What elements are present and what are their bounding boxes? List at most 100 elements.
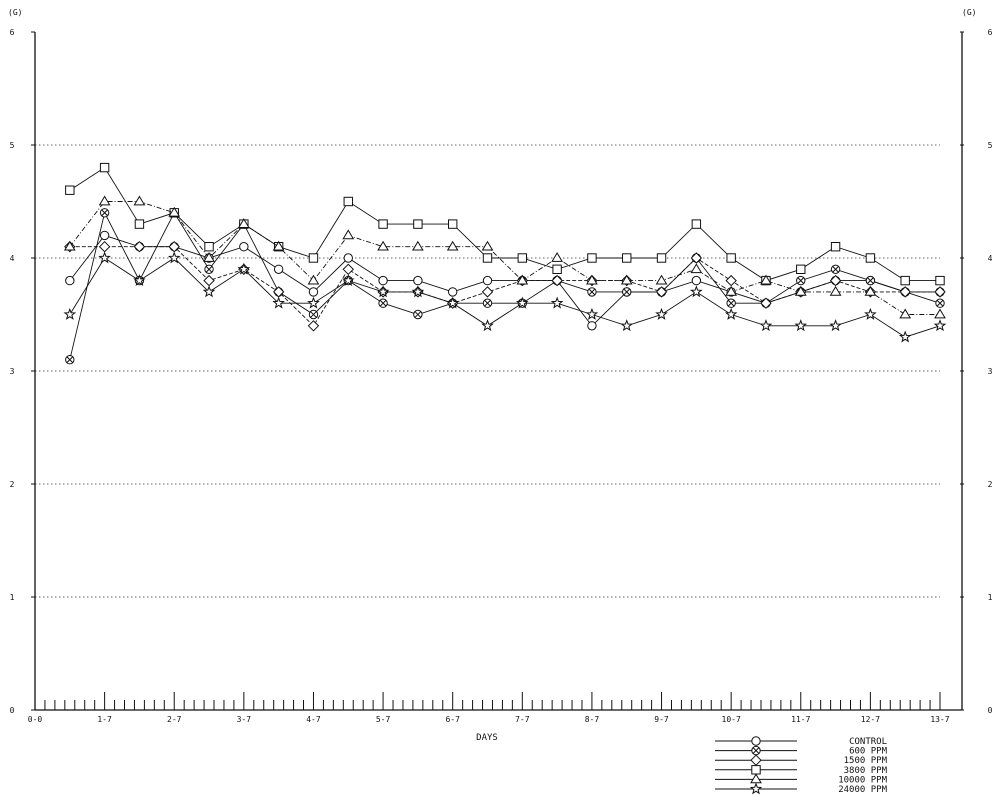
legend-entry: CONTROL xyxy=(715,736,887,747)
series-line xyxy=(69,257,941,338)
data-point xyxy=(133,240,146,253)
data-point xyxy=(726,253,736,263)
data-point xyxy=(724,307,738,320)
legend-marker xyxy=(751,745,761,756)
data-point xyxy=(63,307,77,320)
x-tick-label-10: 10-7 xyxy=(722,715,741,724)
data-point xyxy=(237,262,251,275)
data-point xyxy=(273,264,284,274)
data-point xyxy=(864,285,877,296)
data-point xyxy=(413,275,423,286)
data-point xyxy=(725,285,738,296)
data-point xyxy=(98,195,111,206)
data-point xyxy=(622,287,632,297)
y-tick-label-left: 5 xyxy=(10,141,15,150)
data-point xyxy=(794,285,807,296)
legend-entry: 600 PPM xyxy=(715,745,888,757)
data-point xyxy=(655,307,668,320)
data-point xyxy=(587,321,597,331)
y-tick-label-right: 5 xyxy=(988,141,993,150)
series-10000-ppm xyxy=(63,195,946,319)
y-tick-label-left: 4 xyxy=(10,254,15,263)
data-point xyxy=(272,240,285,251)
data-point xyxy=(481,319,494,332)
data-point xyxy=(933,319,947,332)
data-point xyxy=(899,308,912,319)
data-point xyxy=(341,273,355,286)
data-point xyxy=(759,319,773,332)
data-point xyxy=(690,263,703,274)
legend-marker xyxy=(751,765,761,775)
data-point xyxy=(585,307,599,320)
x-tick-label-5: 5-7 xyxy=(376,715,391,724)
left-unit-label: (G) xyxy=(8,8,22,17)
data-point xyxy=(796,264,806,275)
data-point xyxy=(620,274,633,285)
series-line xyxy=(69,166,940,282)
data-point xyxy=(760,297,772,309)
data-point xyxy=(412,240,424,251)
data-point xyxy=(865,253,876,263)
data-point xyxy=(308,253,319,263)
legend-entry: 24000 PPM xyxy=(715,782,888,795)
x-tick-label-12: 12-7 xyxy=(861,715,880,724)
y-tick-label-right: 3 xyxy=(988,367,993,376)
data-point xyxy=(935,275,945,286)
data-point xyxy=(63,240,76,251)
data-point xyxy=(204,242,214,252)
y-tick-label-right: 0 xyxy=(988,706,993,715)
x-axis-label: DAYS xyxy=(476,733,498,743)
data-point xyxy=(343,253,353,263)
data-point xyxy=(308,287,319,297)
x-tick-label-13: 13-7 xyxy=(930,715,949,724)
data-point xyxy=(307,274,320,285)
data-point xyxy=(204,264,214,274)
data-point xyxy=(900,275,910,286)
data-point xyxy=(98,240,111,253)
data-point xyxy=(99,162,110,173)
data-point xyxy=(934,286,946,298)
data-point xyxy=(343,196,353,207)
data-point xyxy=(482,298,493,308)
data-point xyxy=(99,208,110,218)
data-point xyxy=(65,275,75,286)
data-point xyxy=(342,229,355,240)
series-line xyxy=(69,201,940,315)
data-point xyxy=(99,230,110,241)
data-point xyxy=(587,253,597,263)
data-point xyxy=(552,264,562,275)
data-point xyxy=(864,307,877,320)
data-point xyxy=(690,285,703,298)
data-point xyxy=(516,274,529,285)
data-point xyxy=(378,298,388,308)
legend-entry: 3800 PPM xyxy=(715,765,888,776)
data-point xyxy=(481,240,494,251)
data-point xyxy=(829,319,842,332)
y-tick-label-left: 0 xyxy=(10,706,15,715)
x-tick-label-6: 6-7 xyxy=(445,715,460,724)
data-point xyxy=(934,308,946,319)
legend-label: 3800 PPM xyxy=(844,766,888,776)
data-point xyxy=(203,252,215,262)
x-tick-label-7: 7-7 xyxy=(515,715,530,724)
data-point xyxy=(482,275,493,286)
series-line xyxy=(69,234,940,327)
data-point xyxy=(378,219,388,229)
data-point xyxy=(446,240,459,251)
right-unit-label: (G) xyxy=(962,8,976,17)
data-point xyxy=(830,264,841,274)
data-point xyxy=(865,275,876,286)
y-tick-label-left: 2 xyxy=(10,480,15,489)
x-tick-label-1: 1-7 xyxy=(97,715,112,724)
data-point xyxy=(168,206,181,217)
y-tick-label-left: 6 xyxy=(10,28,15,37)
data-point xyxy=(202,285,216,298)
data-point xyxy=(829,285,842,296)
data-point xyxy=(411,285,425,298)
data-point xyxy=(307,296,320,309)
data-point xyxy=(98,251,111,264)
data-point xyxy=(308,309,319,320)
series-line xyxy=(69,246,940,327)
data-point xyxy=(239,242,249,252)
